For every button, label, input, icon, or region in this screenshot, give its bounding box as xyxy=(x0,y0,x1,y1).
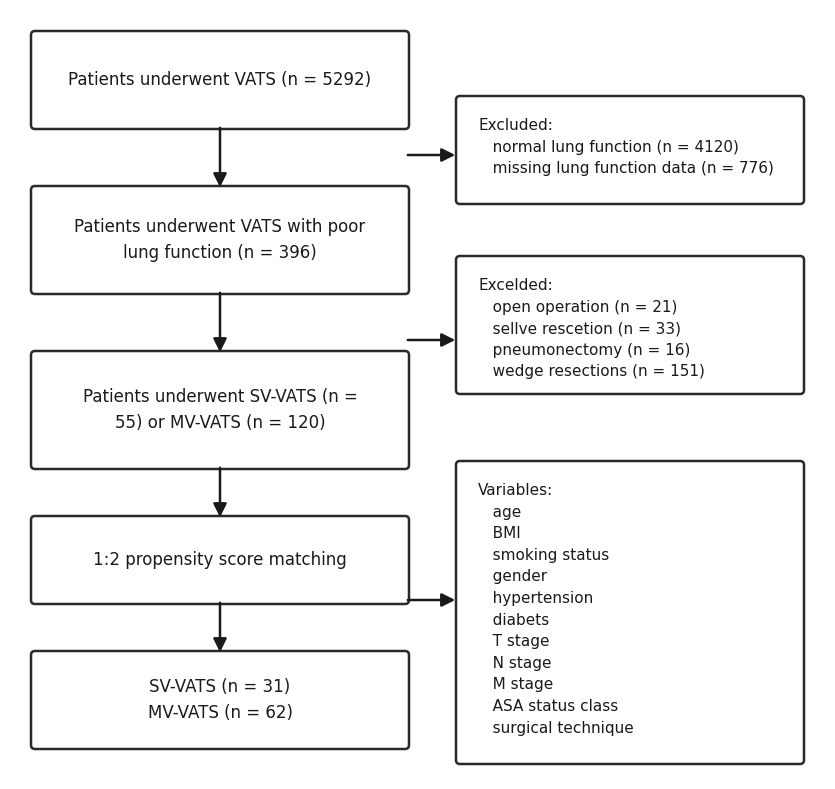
Text: Excelded:
   open operation (n = 21)
   sellve rescetion (n = 33)
   pneumonecto: Excelded: open operation (n = 21) sellve… xyxy=(478,278,705,380)
FancyBboxPatch shape xyxy=(456,256,804,394)
FancyBboxPatch shape xyxy=(31,516,409,604)
Text: Patients underwent SV-VATS (n =
55) or MV-VATS (n = 120): Patients underwent SV-VATS (n = 55) or M… xyxy=(83,388,357,432)
Text: Variables:
   age
   BMI
   smoking status
   gender
   hypertension
   diabets
: Variables: age BMI smoking status gender… xyxy=(478,483,634,735)
Text: Patients underwent VATS (n = 5292): Patients underwent VATS (n = 5292) xyxy=(68,71,372,89)
Text: Patients underwent VATS with poor
lung function (n = 396): Patients underwent VATS with poor lung f… xyxy=(74,218,366,262)
Text: Excluded:
   normal lung function (n = 4120)
   missing lung function data (n = : Excluded: normal lung function (n = 4120… xyxy=(478,118,774,176)
FancyBboxPatch shape xyxy=(456,461,804,764)
FancyBboxPatch shape xyxy=(31,186,409,294)
FancyBboxPatch shape xyxy=(31,351,409,469)
FancyBboxPatch shape xyxy=(456,96,804,204)
Text: SV-VATS (n = 31)
MV-VATS (n = 62): SV-VATS (n = 31) MV-VATS (n = 62) xyxy=(148,678,292,722)
FancyBboxPatch shape xyxy=(31,651,409,749)
Text: 1:2 propensity score matching: 1:2 propensity score matching xyxy=(94,551,347,569)
FancyBboxPatch shape xyxy=(31,31,409,129)
